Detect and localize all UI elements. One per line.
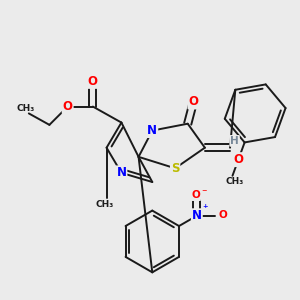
Text: N: N [192, 209, 202, 222]
Text: N: N [116, 167, 126, 179]
Text: O: O [88, 75, 98, 88]
Text: ⁻: ⁻ [201, 188, 206, 198]
Text: O: O [191, 190, 200, 200]
Text: S: S [171, 162, 179, 175]
Text: O: O [233, 153, 243, 166]
Text: CH₃: CH₃ [226, 177, 244, 186]
Text: N: N [147, 124, 157, 137]
Text: O: O [188, 95, 198, 109]
Text: H: H [230, 136, 239, 146]
Text: ⁺: ⁺ [202, 204, 208, 214]
Text: O: O [63, 100, 73, 113]
Text: CH₃: CH₃ [16, 104, 34, 113]
Text: CH₃: CH₃ [95, 200, 113, 209]
Text: O: O [219, 210, 227, 220]
